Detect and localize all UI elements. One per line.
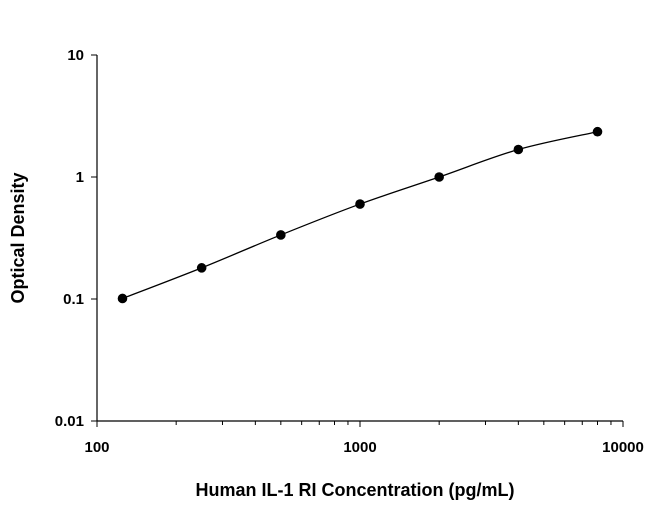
data-point bbox=[196, 263, 207, 273]
y-tick-label: 10 bbox=[67, 47, 84, 64]
y-tick-label: 1 bbox=[76, 169, 84, 186]
fit-curve bbox=[122, 131, 598, 300]
data-point bbox=[355, 199, 365, 209]
y-axis-title: Optical Density bbox=[8, 172, 28, 303]
data-point bbox=[117, 293, 128, 304]
x-tick-label: 10000 bbox=[602, 439, 644, 456]
data-points bbox=[117, 126, 603, 304]
tick-labels: 0.01 0.1 1 10 100 1000 10000 bbox=[55, 47, 644, 456]
data-point bbox=[592, 126, 603, 137]
y-tick-label: 0.01 bbox=[55, 413, 84, 430]
ticks bbox=[91, 54, 624, 427]
x-tick-label: 100 bbox=[84, 439, 109, 456]
data-point bbox=[276, 230, 286, 240]
data-point bbox=[513, 144, 524, 155]
y-tick-label: 0.1 bbox=[63, 291, 84, 308]
x-axis-title: Human IL-1 RI Concentration (pg/mL) bbox=[196, 480, 515, 500]
axes bbox=[96, 55, 623, 422]
x-tick-label: 1000 bbox=[343, 439, 376, 456]
data-point bbox=[434, 172, 444, 182]
